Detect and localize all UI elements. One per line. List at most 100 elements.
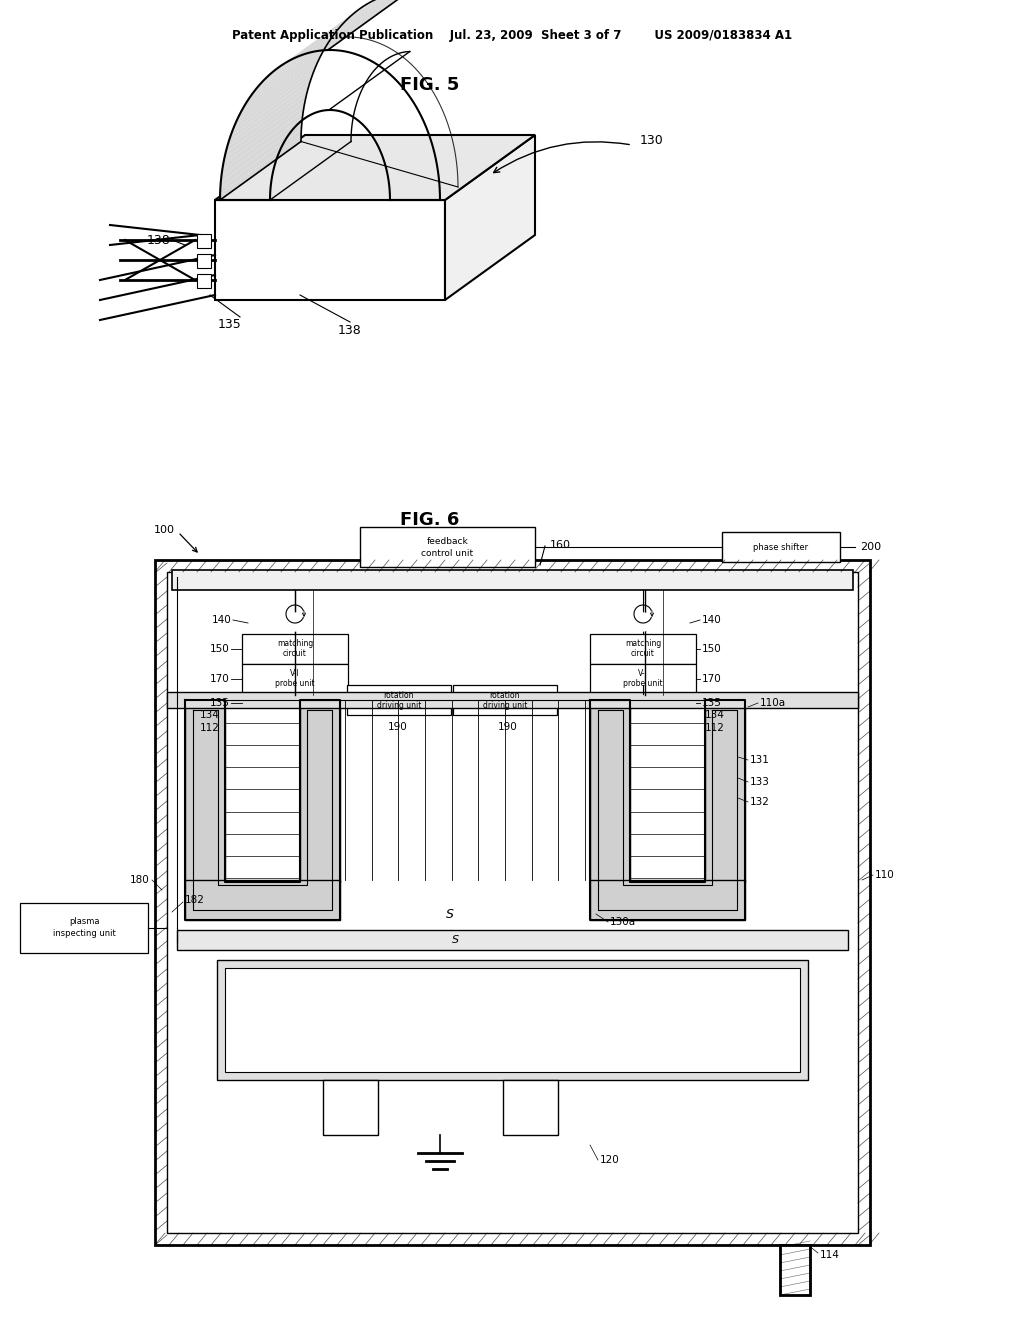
Bar xyxy=(185,700,225,882)
Polygon shape xyxy=(294,0,379,58)
Polygon shape xyxy=(286,3,371,63)
Polygon shape xyxy=(224,95,306,158)
Text: probe unit: probe unit xyxy=(275,680,314,689)
Polygon shape xyxy=(256,26,340,88)
Bar xyxy=(167,692,858,708)
Text: 135: 135 xyxy=(702,698,722,708)
Text: S: S xyxy=(452,935,459,945)
Bar xyxy=(300,700,340,882)
Polygon shape xyxy=(290,0,375,61)
Polygon shape xyxy=(239,53,323,116)
Polygon shape xyxy=(230,73,313,136)
Polygon shape xyxy=(306,0,391,54)
Polygon shape xyxy=(263,18,347,81)
Text: matching: matching xyxy=(625,639,662,648)
Polygon shape xyxy=(250,34,334,98)
Text: circuit: circuit xyxy=(631,649,655,659)
Text: 170: 170 xyxy=(210,675,230,684)
Bar xyxy=(590,700,630,882)
Text: 120: 120 xyxy=(600,1155,620,1166)
Text: 130a: 130a xyxy=(610,917,636,927)
Polygon shape xyxy=(445,135,535,300)
Text: matching: matching xyxy=(276,639,313,648)
Polygon shape xyxy=(278,7,362,69)
Text: 182: 182 xyxy=(185,895,205,906)
Bar xyxy=(155,560,870,1245)
Bar xyxy=(503,1080,558,1135)
Text: FIG. 5: FIG. 5 xyxy=(400,77,460,94)
Polygon shape xyxy=(223,100,305,165)
Polygon shape xyxy=(237,57,319,120)
Bar xyxy=(453,685,557,715)
Bar xyxy=(705,700,745,882)
Polygon shape xyxy=(225,88,308,153)
Text: feedback: feedback xyxy=(427,536,468,545)
Bar xyxy=(197,234,211,248)
Text: S: S xyxy=(446,908,454,921)
Polygon shape xyxy=(273,9,358,71)
Polygon shape xyxy=(221,112,303,177)
Polygon shape xyxy=(222,106,304,170)
Polygon shape xyxy=(228,78,311,143)
Text: phase shifter: phase shifter xyxy=(754,543,809,552)
Text: 131: 131 xyxy=(750,755,770,766)
Polygon shape xyxy=(215,135,535,201)
Polygon shape xyxy=(234,62,317,125)
Polygon shape xyxy=(244,44,328,106)
Text: 150: 150 xyxy=(702,644,722,653)
Text: V-I: V-I xyxy=(638,669,648,678)
Text: FIG. 6: FIG. 6 xyxy=(400,511,460,529)
Text: 112: 112 xyxy=(200,723,220,733)
Text: V-I: V-I xyxy=(290,669,300,678)
Polygon shape xyxy=(232,67,315,131)
Bar xyxy=(722,532,840,562)
Polygon shape xyxy=(253,30,337,92)
Text: 133: 133 xyxy=(750,777,770,787)
Bar xyxy=(242,664,348,694)
Polygon shape xyxy=(220,136,301,201)
Text: control unit: control unit xyxy=(422,549,473,557)
Polygon shape xyxy=(319,0,404,50)
Text: 138: 138 xyxy=(338,323,361,337)
Polygon shape xyxy=(324,0,409,50)
Polygon shape xyxy=(310,0,395,53)
Bar xyxy=(323,1080,378,1135)
Polygon shape xyxy=(314,0,400,51)
Bar xyxy=(590,880,745,920)
Text: 110a: 110a xyxy=(760,698,786,708)
Text: 110: 110 xyxy=(874,870,895,880)
Text: driving unit: driving unit xyxy=(377,701,421,710)
Bar xyxy=(780,1245,810,1295)
Text: 140: 140 xyxy=(212,615,232,624)
Text: 190: 190 xyxy=(388,722,408,733)
Polygon shape xyxy=(242,48,326,111)
Bar xyxy=(197,253,211,268)
Text: 160: 160 xyxy=(550,540,571,550)
Bar xyxy=(242,634,348,664)
Bar xyxy=(185,880,340,920)
Text: Patent Application Publication    Jul. 23, 2009  Sheet 3 of 7        US 2009/018: Patent Application Publication Jul. 23, … xyxy=(232,29,792,41)
Bar xyxy=(360,527,535,568)
Polygon shape xyxy=(247,38,331,102)
Text: inspecting unit: inspecting unit xyxy=(52,928,116,937)
Bar xyxy=(225,968,800,1072)
Bar xyxy=(20,903,148,953)
Bar xyxy=(177,931,848,950)
Circle shape xyxy=(286,612,304,631)
Text: rotation: rotation xyxy=(489,690,520,700)
Polygon shape xyxy=(298,0,383,57)
Circle shape xyxy=(634,612,652,631)
Bar xyxy=(347,685,451,715)
Text: 132: 132 xyxy=(750,797,770,807)
Polygon shape xyxy=(220,124,302,187)
Text: 170: 170 xyxy=(702,675,722,684)
Text: 134: 134 xyxy=(200,710,220,719)
Text: driving unit: driving unit xyxy=(482,701,527,710)
Text: 138: 138 xyxy=(146,234,170,247)
Polygon shape xyxy=(227,83,309,148)
Text: 135: 135 xyxy=(210,698,230,708)
Text: 112: 112 xyxy=(705,723,725,733)
Polygon shape xyxy=(221,117,302,182)
Text: 140: 140 xyxy=(702,615,722,624)
Bar xyxy=(215,201,445,300)
